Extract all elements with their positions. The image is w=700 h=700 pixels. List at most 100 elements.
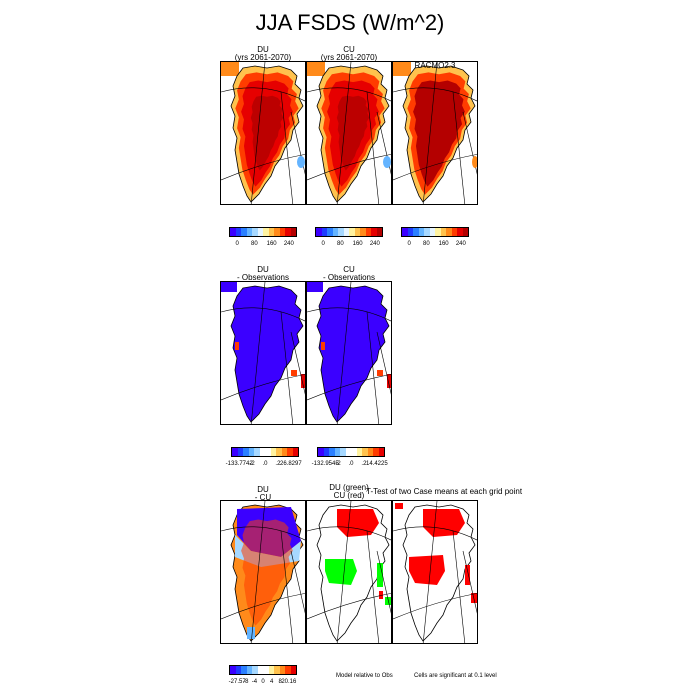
longitude-line	[422, 62, 438, 204]
colorbar-swatch	[321, 228, 327, 236]
ocean-cell	[221, 62, 239, 76]
latitude-line	[307, 307, 391, 322]
colorbar-row2-b	[317, 447, 385, 457]
colorbar-swatch	[246, 228, 252, 236]
longitude-line	[250, 282, 266, 424]
colorbar-tick-label: -2	[335, 461, 341, 467]
colorbar-tick-label: -2	[249, 461, 255, 467]
longitude-line	[280, 91, 294, 204]
colorbar-swatch	[373, 448, 379, 456]
colorbar-swatch	[279, 228, 285, 236]
colorbar-tick-label: 0	[235, 241, 239, 247]
colorbar-swatch	[246, 666, 252, 674]
colorbar-swatch	[376, 228, 382, 236]
field-core	[250, 95, 284, 171]
colorbar-tick-label: 14.4225	[365, 461, 388, 467]
colorbar-row2-a	[231, 447, 299, 457]
map-panel-du-2061	[220, 61, 306, 205]
colorbar-swatch	[230, 666, 236, 674]
colorbar-tick-label: 160	[266, 241, 277, 247]
colorbar-tick-label: 160	[438, 241, 449, 247]
significant-red-region	[337, 509, 379, 537]
map-panel-cu-2061	[306, 61, 392, 205]
map-svg	[221, 501, 305, 643]
colorbar-tick-label: 0	[407, 241, 411, 247]
latitude-line	[307, 374, 391, 401]
colorbar-labels-row2-b: -132.9545 -2 .0 .2 14.4225	[312, 460, 388, 468]
colorbar-swatch	[270, 448, 276, 456]
colorbar-tick-label: 4	[269, 679, 274, 685]
ocean-cell	[383, 156, 391, 168]
greenland-outline	[316, 504, 390, 642]
colorbar-swatch	[367, 448, 373, 456]
colorbar-swatch	[413, 228, 419, 236]
longitude-line	[452, 91, 466, 204]
colorbar-swatch	[243, 448, 249, 456]
colorbar-swatch	[345, 448, 351, 456]
negative-cell	[247, 627, 255, 639]
significant-red-cell	[465, 565, 470, 585]
colorbar-row1-b	[315, 227, 383, 237]
longitude-line	[290, 111, 305, 175]
field-core	[422, 95, 456, 171]
longitude-line	[452, 530, 466, 643]
colorbar-tick-label: -132.9545	[311, 461, 339, 467]
panel-title-racmo: RACMO2.3	[414, 61, 456, 70]
colorbar-swatch	[274, 666, 280, 674]
colorbar-swatch	[323, 448, 329, 456]
panel-title-du-minus-cu: DU - CU	[254, 485, 272, 502]
significant-red-region	[423, 509, 465, 537]
colorbar-swatch	[329, 448, 335, 456]
latitude-line	[307, 154, 391, 181]
latitude-line	[221, 307, 305, 322]
colorbar-swatch	[451, 228, 457, 236]
latitude-line	[393, 154, 477, 181]
colorbar-labels-row1-b: 0 80 160 240	[315, 240, 383, 248]
ocean-cell	[393, 62, 411, 76]
colorbar-swatch	[407, 228, 413, 236]
colorbar-swatch	[259, 448, 265, 456]
colorbar-swatch	[440, 228, 446, 236]
colorbar-tick-label: 80	[251, 241, 258, 247]
colorbar-swatch	[457, 228, 463, 236]
longitude-line	[376, 111, 391, 175]
colorbar-labels-row3-a: -27.57 -8 -4 0 4 8 20.16	[229, 678, 297, 686]
latitude-line	[307, 526, 391, 541]
positive-cell	[291, 370, 297, 376]
longitude-line	[462, 111, 477, 175]
panel-title-cu-obs: CU - Observations	[322, 265, 376, 282]
positive-cell	[301, 374, 305, 388]
colorbar-swatch	[338, 228, 344, 236]
colorbar-tick-label: -8	[243, 679, 249, 685]
colorbar-swatch	[235, 666, 241, 674]
longitude-line	[366, 530, 380, 643]
colorbar-swatch	[241, 666, 247, 674]
panel-title-ttest-colors: DU (green) CU (red)	[329, 483, 369, 500]
map-panel-ttest-du-cu	[306, 500, 392, 644]
significant-red-region	[409, 555, 445, 585]
colorbar-swatch	[290, 228, 296, 236]
latitude-line	[221, 374, 305, 401]
map-svg	[307, 282, 391, 424]
longitude-line	[336, 62, 352, 204]
colorbar-tick-label: 0	[321, 241, 325, 247]
colorbar-swatch	[292, 448, 298, 456]
colorbar-swatch	[241, 228, 247, 236]
colorbar-tick-label: .2	[361, 461, 367, 467]
map-panel-du-minus-obs	[220, 281, 306, 425]
colorbar-tick-label: -27.57	[228, 679, 246, 685]
field-band	[241, 519, 293, 626]
colorbar-swatch	[252, 666, 258, 674]
greenland-outline	[230, 285, 304, 423]
map-svg	[221, 62, 305, 204]
colorbar-row3-a	[229, 665, 297, 675]
longitude-line	[366, 311, 380, 424]
longitude-line	[336, 501, 352, 643]
longitude-line	[376, 331, 391, 395]
colorbar-swatch	[257, 666, 263, 674]
significant-green-cell	[385, 597, 391, 605]
colorbar-swatch	[281, 448, 287, 456]
colorbar-swatch	[332, 228, 338, 236]
colorbar-tick-label: -4	[251, 679, 258, 685]
ocean-cell	[307, 62, 325, 76]
